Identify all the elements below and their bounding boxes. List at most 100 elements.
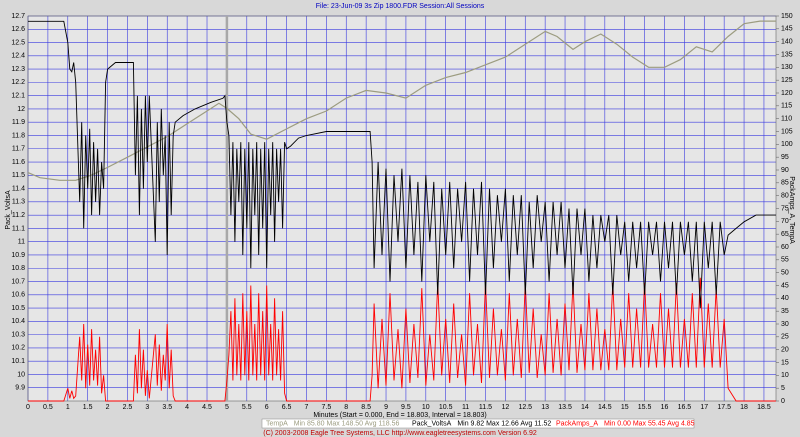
y-tick-label: 11.6 [12,159,25,166]
x-tick-label: 6 [265,404,269,411]
y2-tick-label: 0 [781,398,785,405]
x-tick-label: 3 [145,404,149,411]
y2-tick-label: 125 [781,77,793,84]
y-tick-label: 12.3 [11,66,25,73]
y-tick-label: 12.2 [11,79,25,86]
y2-tick-label: 15 [781,359,789,366]
y-tick-label: 12 [17,106,25,113]
x-tick-label: 9.5 [401,404,411,411]
x-axis-title: Minutes (Start = 0.000, End = 18.803, In… [313,412,486,419]
plot-border [27,15,777,402]
chart-title: File: 23-Jun-09 3s Zip 1800.FDR Session:… [316,3,485,10]
y-tick-label: 10 [17,371,25,378]
y2-tick-label: 120 [781,90,793,97]
x-tick-label: 9 [384,404,388,411]
x-tick-label: 5 [225,404,229,411]
x-tick-label: 0 [26,404,30,411]
x-tick-label: 6.5 [282,404,292,411]
y2-tick-label: 80 [781,193,789,200]
y-tick-label: 11.4 [12,185,25,192]
x-tick-label: 15.5 [638,404,652,411]
legend-stats: Min 85.80 Max 148.50 Avg 118.56 [294,420,400,427]
y2-tick-label: 5 [781,385,785,392]
series-line [28,277,776,402]
x-tick-label: 4.5 [202,404,212,411]
y-tick-label: 10.4 [11,318,25,325]
y-tick-label: 11.3 [12,199,25,206]
y2-tick-label: 45 [781,282,789,289]
y2-tick-label: 55 [781,257,789,264]
y2-axis-title: PackAmps_A, TempA [788,176,795,244]
x-tick-label: 8.5 [361,404,371,411]
x-tick-label: 0.5 [43,404,53,411]
y2-tick-label: 105 [781,128,793,135]
x-tick-label: 5.5 [242,404,252,411]
y-tick-label: 11.8 [12,132,25,139]
y-tick-label: 10.1 [11,358,25,365]
y-tick-label: 10.8 [11,265,25,272]
y-tick-label: 12.5 [11,39,25,46]
x-tick-label: 14 [581,404,589,411]
series-line [28,20,776,309]
x-tick-label: 12 [501,404,509,411]
y2-tick-label: 75 [781,205,789,212]
y-tick-label: 12.7 [11,13,25,20]
y2-tick-label: 50 [781,270,789,277]
y-tick-label: 12.6 [11,26,25,33]
y2-tick-label: 150 [781,13,793,20]
y2-tick-label: 20 [781,347,789,354]
y-tick-label: 10.9 [11,252,25,259]
legend-name: Pack_VoltsA [412,420,452,427]
footer: (C) 2003-2008 Eagle Tree Systems, LLC ht… [263,430,537,437]
y2-tick-label: 70 [781,218,789,225]
y-tick-label: 9.9 [15,385,25,392]
grid: 0 0.5 1 1.5 2 2.5 3 3.5 4 4.5 5 5.5 6 6.5 7 7.5 8 8.5 9 9.5… [11,13,792,411]
x-tick-label: 3.5 [162,404,172,411]
x-tick-label: 4 [185,404,189,411]
y2-tick-label: 30 [781,321,789,328]
y-tick-label: 10.6 [11,292,25,299]
legend-stats: Min 9.82 Max 12.66 Avg 11.52 [457,420,551,427]
y2-tick-label: 130 [781,64,793,71]
y2-tick-label: 135 [781,51,793,58]
y2-tick-label: 25 [781,334,789,341]
x-tick-label: 1.5 [83,404,93,411]
x-tick-label: 10 [422,404,430,411]
y2-tick-label: 35 [781,308,789,315]
x-tick-label: 12.5 [518,404,532,411]
y2-tick-label: 60 [781,244,789,251]
y2-tick-label: 40 [781,295,789,302]
legend-stats: Min 0.00 Max 55.45 Avg 4.85 [604,420,695,427]
series-line [27,20,776,181]
y2-tick-label: 145 [781,26,793,33]
marks [27,20,776,402]
x-tick-label: 7 [305,404,309,411]
x-tick-label: 11.5 [479,404,492,411]
x-tick-label: 18.5 [757,404,771,411]
y-tick-label: 12.4 [11,53,25,60]
legend-box [261,418,695,429]
y2-tick-label: 115 [781,103,792,110]
y2-tick-label: 100 [781,141,793,148]
y-tick-label: 12.1 [11,92,25,99]
x-tick-label: 2.5 [123,404,133,411]
y2-tick-label: 110 [781,116,792,123]
legend-name: TempA [266,420,288,427]
x-tick-label: 11 [462,404,469,411]
legend: TempA Min 85.80 Max 148.50 Avg 118.56 Pack… [266,420,695,427]
x-tick-label: 18 [740,404,748,411]
x-tick-label: 13 [541,404,549,411]
x-tick-label: 1 [66,404,70,411]
y2-tick-label: 95 [781,154,789,161]
y-tick-label: 11.7 [12,146,25,153]
y-tick-label: 10.5 [11,305,25,312]
y-tick-label: 10.7 [11,278,25,285]
x-tick-label: 7.5 [321,404,331,411]
x-tick-label: 16.5 [678,404,692,411]
x-tick-label: 15 [621,404,629,411]
y2-tick-label: 90 [781,167,789,174]
y-tick-label: 10.2 [11,345,25,352]
x-tick-label: 14.5 [598,404,612,411]
